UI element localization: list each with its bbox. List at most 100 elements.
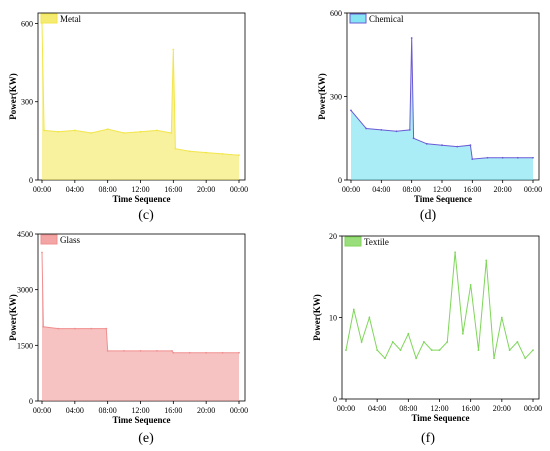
metal-data-point — [123, 132, 125, 134]
legend-swatch — [40, 234, 58, 245]
y-tick-label: 20 — [329, 232, 337, 241]
y-axis-label: Power(KW) — [317, 73, 327, 119]
textile-data-point — [415, 357, 418, 360]
legend: Metal — [40, 13, 81, 24]
glass-data-point — [90, 327, 93, 330]
metal-data-point — [43, 129, 45, 132]
textile-data-point — [345, 349, 347, 351]
textile-data-point — [524, 357, 527, 360]
glass-data-point — [221, 351, 224, 354]
panel-label: (e) — [138, 431, 154, 446]
x-tick-label: 16:00 — [164, 406, 182, 415]
metal-data-point — [90, 132, 93, 134]
glass-data-point — [171, 350, 173, 352]
glass-data-point — [106, 350, 109, 352]
panel-textile: 00:00 04:00 08:00 12:00 16:00 20:00 00:0001020… — [312, 232, 542, 446]
glass-data-point — [42, 325, 45, 328]
metal-area — [42, 23, 239, 181]
legend-swatch — [349, 13, 367, 24]
textile-data-point — [493, 357, 495, 360]
chemical-area — [351, 38, 533, 180]
x-axis-label: Time Sequence — [112, 194, 170, 204]
glass-series-line — [41, 252, 239, 354]
textile-series-line — [345, 252, 534, 360]
y-tick-label: 0 — [29, 397, 33, 406]
x-tick-label: 08:00 — [99, 185, 117, 194]
y-tick-label: 600 — [21, 19, 33, 28]
y-axis-label: Power(KW) — [8, 73, 18, 119]
glass-data-point — [105, 327, 108, 330]
y-tick-label: 3000 — [17, 286, 33, 295]
chemical-data-point — [395, 130, 398, 133]
glass-data-point — [205, 351, 208, 354]
panel-chemical: 00:00 04:00 08:00 12:00 16:00 20:00 00:0003006… — [317, 9, 542, 223]
x-tick-label: 12:00 — [131, 406, 149, 415]
glass-data-point — [172, 351, 175, 354]
textile-data-point — [384, 357, 386, 360]
y-tick-label: 300 — [330, 93, 342, 102]
x-tick-label: 16:00 — [463, 185, 481, 194]
x-tick-label: 08:00 — [99, 406, 117, 415]
metal-data-point — [106, 128, 109, 131]
metal-data-point — [188, 150, 191, 153]
x-tick-label: 16:00 — [462, 404, 480, 413]
y-tick-label: 4500 — [17, 230, 33, 239]
x-tick-label: 12:00 — [131, 185, 149, 194]
glass-data-point — [57, 327, 60, 330]
x-axis-label: Time Sequence — [414, 194, 472, 204]
y-tick-label: 0 — [333, 395, 337, 404]
glass-data-point — [123, 350, 125, 352]
chemical-data-point — [380, 129, 383, 131]
x-tick-label: 12:00 — [433, 185, 451, 194]
glass-data-point — [73, 327, 76, 330]
metal-data-point — [174, 147, 177, 150]
chemical-data-point — [350, 109, 352, 112]
metal-series-line — [41, 23, 240, 156]
chemical-data-point — [469, 144, 472, 147]
x-tick-label: 00:00 — [337, 404, 355, 413]
legend-swatch — [40, 13, 58, 24]
chemical-data-point — [516, 156, 519, 159]
glass-area — [42, 252, 239, 401]
textile-data-point — [508, 349, 511, 351]
legend: Chemical — [349, 13, 404, 24]
glass-data-point — [156, 350, 158, 352]
textile-data-point — [352, 308, 355, 311]
y-tick-label: 10 — [329, 314, 337, 323]
metal-data-point — [170, 132, 173, 134]
textile-data-point — [516, 341, 519, 343]
chemical-data-point — [486, 156, 489, 159]
chemical-data-point — [471, 158, 474, 161]
metal-data-point — [221, 153, 224, 155]
chemical-data-point — [532, 156, 534, 159]
x-tick-label: 00:00 — [524, 185, 542, 194]
textile-data-point — [430, 349, 433, 351]
metal-data-point — [57, 130, 60, 133]
textile-data-point — [391, 341, 394, 343]
metal-data-point — [139, 130, 142, 133]
glass-data-point — [139, 350, 142, 352]
x-tick-label: 00:00 — [33, 406, 51, 415]
chemical-data-point — [412, 137, 415, 140]
textile-data-point — [469, 284, 472, 286]
textile-data-point — [477, 349, 480, 351]
textile-data-point — [446, 341, 449, 343]
y-axis-label: Power(KW) — [8, 294, 18, 340]
textile-data-point — [368, 316, 371, 319]
x-tick-label: 00:00 — [33, 185, 51, 194]
panel-metal: 00:00 04:00 08:00 12:00 16:00 20:00 00:0003006… — [8, 12, 248, 223]
textile-data-point — [454, 251, 456, 254]
chemical-data-point — [365, 127, 368, 130]
panel-label: (d) — [420, 208, 437, 223]
x-axis-label: Time Sequence — [411, 413, 469, 423]
panel-label: (c) — [138, 208, 154, 223]
glass-data-point — [41, 251, 43, 254]
y-tick-label: 1500 — [17, 341, 33, 350]
textile-data-point — [485, 259, 488, 262]
legend-label: Chemical — [369, 14, 404, 24]
textile-data-point — [461, 332, 464, 335]
plot-frame — [341, 235, 540, 400]
metal-data-point — [172, 48, 175, 51]
textile-data-point — [399, 349, 402, 351]
